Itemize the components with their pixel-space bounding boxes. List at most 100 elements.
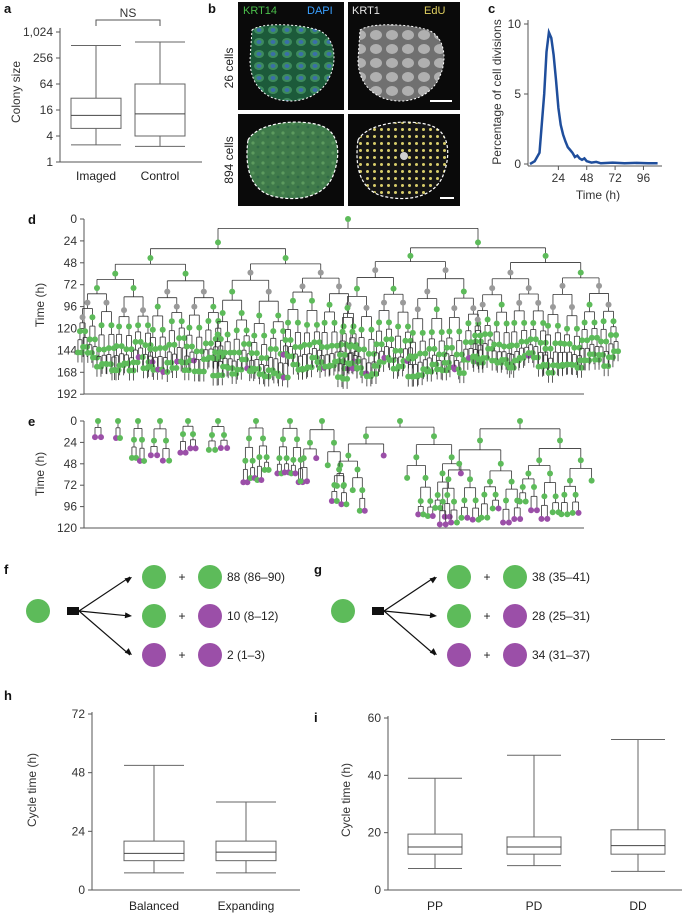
cell-node <box>439 498 446 505</box>
cell-node <box>564 511 571 518</box>
fate-percentage: 88 (86–90) <box>227 570 285 584</box>
cell-node <box>147 345 154 352</box>
arrowhead <box>124 612 132 619</box>
cell-node <box>365 350 372 357</box>
cell-node <box>209 431 215 438</box>
cell-node <box>319 418 325 424</box>
cell-node <box>84 299 91 306</box>
cell-node <box>229 288 236 295</box>
cell-node <box>345 216 351 222</box>
cell-node <box>344 375 351 382</box>
cell-node <box>115 418 121 424</box>
plus-sign: + <box>178 570 185 584</box>
cell-node <box>292 343 299 350</box>
cell-node <box>91 336 98 343</box>
cell-node <box>95 418 101 424</box>
cell-node <box>605 301 612 308</box>
cell-node <box>82 328 89 335</box>
cell-node <box>300 455 307 462</box>
cell-node <box>493 320 500 327</box>
cell-node <box>516 299 523 306</box>
cell-node <box>575 509 582 516</box>
cell-node <box>451 498 458 505</box>
cell-node <box>517 418 523 424</box>
cell-node <box>212 349 219 356</box>
parent-cell <box>26 599 50 623</box>
cell-node <box>272 346 279 353</box>
x-tick-label: 48 <box>580 171 594 185</box>
daughter-cell <box>447 604 471 628</box>
box-iqr <box>123 840 185 862</box>
cell-node <box>559 282 566 289</box>
cell-node <box>86 336 93 343</box>
cell-node <box>594 334 601 341</box>
cell-node <box>590 351 597 358</box>
cell-node <box>128 346 135 353</box>
cell-node <box>433 306 440 313</box>
cell-node <box>573 325 580 332</box>
cell-node <box>331 439 337 446</box>
cell-node <box>413 454 420 461</box>
cell-node <box>217 335 224 342</box>
cell-node <box>613 331 620 338</box>
cell-node <box>569 509 576 516</box>
cell-node <box>581 319 588 326</box>
cell-node <box>544 515 551 522</box>
cell-node <box>324 462 331 469</box>
cell-node <box>558 511 565 518</box>
cell-node <box>340 482 347 489</box>
cell-node <box>561 491 568 498</box>
cell-node <box>566 477 573 484</box>
cell-node <box>460 288 467 295</box>
cell-node <box>178 318 185 325</box>
cell-node <box>579 337 586 344</box>
cell-node <box>507 269 514 276</box>
cell-node <box>607 331 614 338</box>
cell-node <box>118 343 125 350</box>
cell-node <box>258 354 265 361</box>
cell-node <box>313 321 320 328</box>
cell-node <box>117 435 123 442</box>
cell-node <box>549 509 556 516</box>
cell-node <box>190 357 197 364</box>
cell-node <box>173 365 180 372</box>
cell-node <box>516 498 523 505</box>
cell-node <box>571 344 578 351</box>
cell-node <box>549 369 556 376</box>
plus-sign: + <box>483 609 490 623</box>
cell-node <box>219 310 226 317</box>
cell-node <box>528 507 535 514</box>
cell-node <box>428 368 435 375</box>
cell-node <box>98 434 104 441</box>
cell-node <box>414 306 421 313</box>
cell-node <box>358 326 365 333</box>
cell-node <box>130 284 137 291</box>
cell-node <box>467 476 474 483</box>
cell-node <box>428 329 435 336</box>
cell-node <box>426 345 433 352</box>
cell-node <box>215 418 221 424</box>
cell-node <box>246 435 252 442</box>
cell-node <box>166 457 173 464</box>
cell-node <box>139 354 146 361</box>
cell-node <box>283 455 290 462</box>
cell-node <box>561 340 568 347</box>
cell-node <box>600 351 607 358</box>
cell-node <box>313 455 320 462</box>
cell-node <box>552 493 559 500</box>
cell-node <box>336 466 343 473</box>
cell-node <box>477 338 484 345</box>
cell-node <box>541 493 548 500</box>
cell-node <box>431 345 438 352</box>
cell-node <box>331 319 338 326</box>
cell-node <box>135 418 141 424</box>
y-tick-label: 256 <box>33 51 53 65</box>
y-tick-label: 48 <box>64 457 78 471</box>
cell-node <box>205 446 212 453</box>
cell-node <box>182 449 189 456</box>
cell-node <box>331 482 338 489</box>
cell-node <box>294 319 301 326</box>
cell-node <box>263 454 270 461</box>
cell-node <box>182 270 189 277</box>
cell-node <box>173 303 180 310</box>
